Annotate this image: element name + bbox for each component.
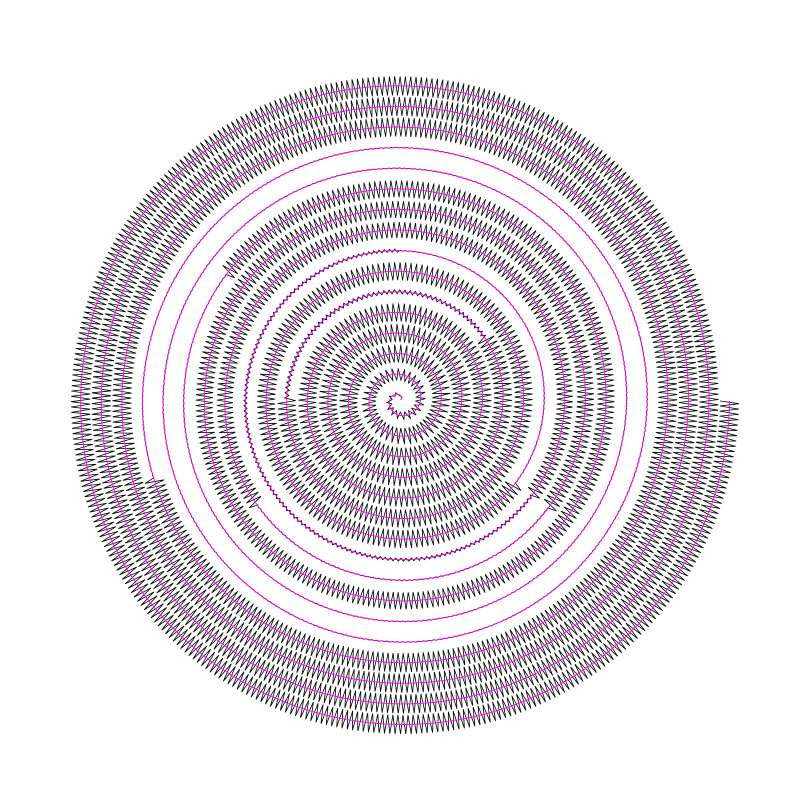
spiral-line (80, 85, 731, 725)
